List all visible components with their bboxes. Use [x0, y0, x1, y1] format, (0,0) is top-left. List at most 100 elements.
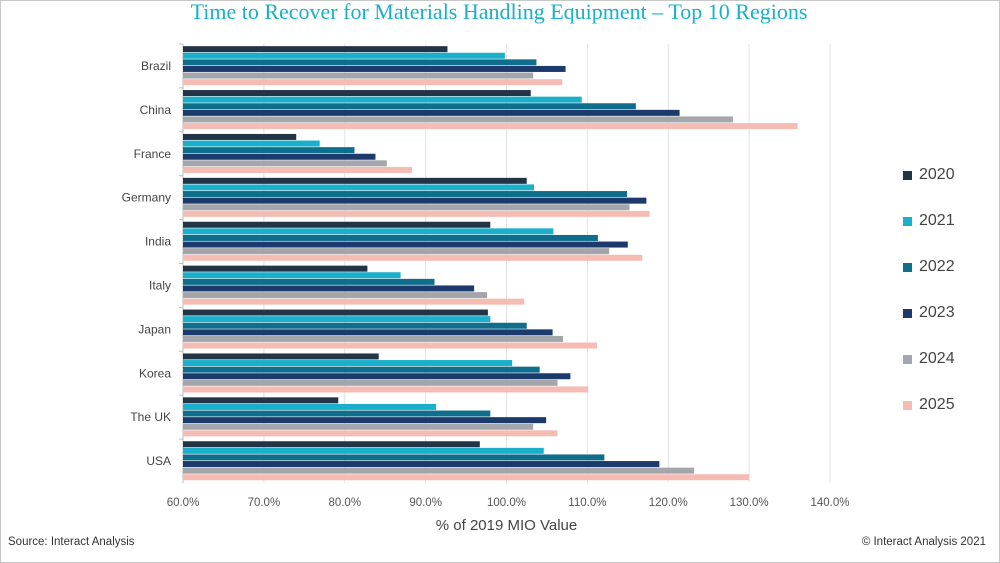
category-label: Germany [122, 191, 171, 205]
bar-india-2024 [183, 248, 610, 255]
bar-korea-2025 [183, 386, 589, 393]
legend-item-2020: 2020 [903, 152, 993, 198]
bar-japan-2021 [183, 316, 491, 323]
bar-france-2024 [183, 160, 387, 167]
bar-korea-2020 [183, 353, 379, 360]
x-tick-label: 140.0% [810, 497, 849, 509]
bar-germany-2024 [183, 204, 630, 211]
bar-india-2023 [183, 241, 628, 248]
bar-italy-2022 [183, 278, 435, 285]
bar-usa-2020 [183, 441, 480, 448]
legend-item-2022: 2022 [903, 244, 993, 290]
x-tick-label: 130.0% [730, 497, 769, 509]
bar-brazil-2023 [183, 65, 566, 72]
legend-label: 2020 [919, 166, 955, 183]
category-label: Japan [138, 322, 171, 336]
bar-brazil-2021 [183, 52, 505, 59]
x-tick-label: 90.0% [409, 497, 442, 509]
category-label: Brazil [141, 59, 171, 73]
bar-the-uk-2025 [183, 430, 558, 437]
bar-korea-2022 [183, 366, 540, 373]
bar-india-2021 [183, 228, 554, 235]
legend-item-2023: 2023 [903, 290, 993, 336]
category-label: USA [146, 454, 171, 468]
bar-china-2022 [183, 103, 636, 110]
bar-brazil-2025 [183, 79, 563, 86]
x-tick-label: 60.0% [167, 497, 200, 509]
legend-label: 2021 [919, 212, 955, 229]
x-tick-label: 70.0% [248, 497, 281, 509]
bar-japan-2022 [183, 322, 527, 329]
bar-usa-2021 [183, 447, 544, 454]
bar-china-2020 [183, 90, 531, 97]
bar-china-2024 [183, 116, 733, 123]
bar-germany-2021 [183, 184, 534, 191]
legend-swatch [903, 354, 912, 364]
category-label: France [134, 147, 172, 161]
legend-label: 2023 [919, 304, 955, 321]
bar-usa-2024 [183, 467, 695, 474]
x-tick-label: 100.0% [487, 497, 526, 509]
bar-japan-2024 [183, 335, 564, 342]
bar-germany-2025 [183, 210, 650, 217]
bar-germany-2020 [183, 177, 527, 184]
legend-swatch [903, 308, 912, 318]
bar-germany-2023 [183, 197, 647, 204]
x-tick-label: 80.0% [328, 497, 361, 509]
category-label: The UK [130, 410, 171, 424]
legend-item-2021: 2021 [903, 198, 993, 244]
bar-france-2022 [183, 147, 355, 154]
bar-france-2025 [183, 166, 412, 173]
bar-the-uk-2022 [183, 410, 491, 417]
x-tick-label: 110.0% [568, 497, 606, 509]
legend-label: 2022 [919, 258, 955, 275]
source-note: Source: Interact Analysis [8, 536, 135, 548]
bar-japan-2020 [183, 309, 488, 316]
legend-label: 2025 [919, 396, 955, 413]
bar-china-2021 [183, 96, 582, 103]
bar-brazil-2020 [183, 46, 448, 53]
bar-germany-2022 [183, 191, 628, 198]
bar-korea-2024 [183, 379, 558, 386]
bar-korea-2023 [183, 373, 571, 380]
bar-usa-2025 [183, 474, 750, 481]
bar-the-uk-2020 [183, 397, 339, 404]
bar-korea-2021 [183, 360, 513, 367]
bar-india-2025 [183, 254, 643, 261]
legend-swatch [903, 170, 912, 180]
legend-label: 2024 [919, 350, 955, 367]
bar-india-2020 [183, 221, 491, 228]
chart-legend: 2020 2021 2022 2023 2024 2025 [903, 152, 993, 428]
bar-the-uk-2024 [183, 423, 534, 430]
category-label: Italy [149, 278, 171, 292]
x-tick-label: 120.0% [649, 497, 688, 509]
bar-france-2020 [183, 133, 297, 140]
bar-italy-2023 [183, 285, 475, 292]
legend-swatch [903, 262, 912, 272]
chart-title: Time to Recover for Materials Handling E… [190, 0, 808, 24]
legend-swatch [903, 216, 912, 226]
bar-italy-2021 [183, 272, 401, 279]
bar-japan-2023 [183, 329, 553, 336]
category-label: India [145, 235, 171, 249]
bar-japan-2025 [183, 342, 598, 349]
bar-italy-2024 [183, 292, 488, 299]
legend-item-2024: 2024 [903, 336, 993, 382]
bar-usa-2022 [183, 454, 605, 461]
legend-item-2025: 2025 [903, 382, 993, 428]
copyright-note: © Interact Analysis 2021 [861, 536, 986, 548]
bar-brazil-2024 [183, 72, 534, 79]
bar-the-uk-2023 [183, 417, 547, 424]
bar-brazil-2022 [183, 59, 537, 66]
bar-italy-2020 [183, 265, 368, 272]
bar-china-2025 [183, 123, 798, 130]
bar-usa-2023 [183, 461, 660, 468]
bar-france-2021 [183, 140, 320, 147]
bar-italy-2025 [183, 298, 525, 305]
bar-the-uk-2021 [183, 403, 437, 410]
category-label: Korea [139, 366, 171, 380]
bar-india-2022 [183, 234, 598, 241]
category-label: China [140, 103, 172, 117]
bar-france-2023 [183, 153, 376, 160]
